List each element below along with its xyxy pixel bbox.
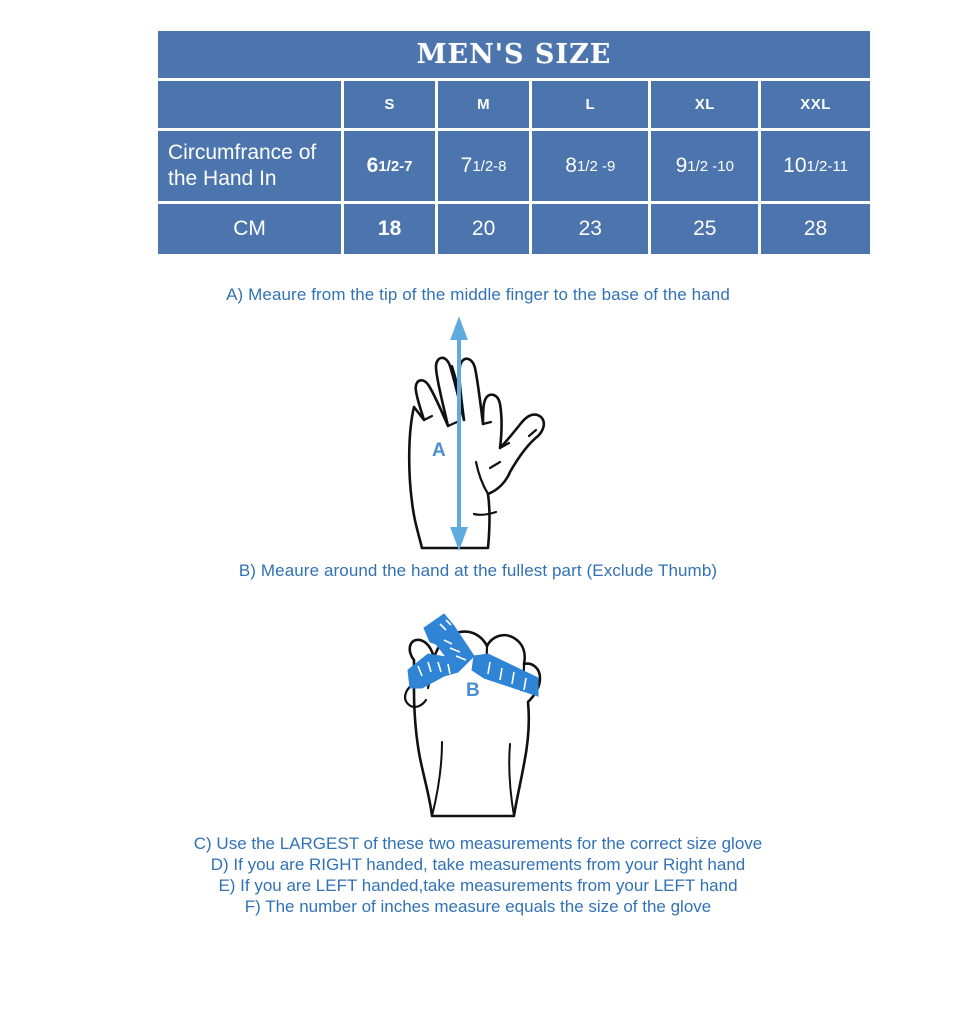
instruction-e: E) If you are LEFT handed,take measureme… [218,876,738,895]
table-title: MEN'S SIZE [158,31,870,78]
cell-inches-xl-frac: 1/2 -10 [687,158,734,175]
cell-inches-l-frac: 1/2 -9 [576,158,616,175]
table-row-cm: CM 18 20 23 25 28 [158,204,870,254]
column-header-blank [158,81,342,128]
open-hand-with-length-arrow-icon [378,312,578,555]
instructions-list: C) Use the LARGEST of these two measurem… [0,833,956,917]
column-header-xl: XL [651,81,759,128]
diagram-a-label: A [432,440,446,461]
cell-inches-m-frac: 1/2-8 [472,158,507,175]
row-label-circumference: Circumfrance of the Hand In [158,131,342,201]
instruction-c: C) Use the LARGEST of these two measurem… [193,834,763,853]
cell-inches-s-frac: 1/2-7 [378,158,413,175]
cell-inches-xl-whole: 9 [675,154,688,177]
column-header-xxl: XXL [761,81,870,128]
cell-inches-s: 61/2-7 [344,131,436,201]
column-header-l: L [532,81,649,128]
cell-inches-xxl-whole: 10 [783,154,807,177]
row-label-line1: Circumfrance of [168,140,317,164]
table-header-row: S M L XL XXL [158,81,870,128]
column-header-s: S [344,81,436,128]
column-header-m: M [438,81,530,128]
row-label-cm: CM [158,204,342,254]
cell-cm-l: 23 [532,204,649,254]
cell-cm-xxl: 28 [761,204,870,254]
instruction-d: D) If you are RIGHT handed, take measure… [210,855,746,874]
cell-inches-l-whole: 8 [565,154,577,177]
diagram-b-label: B [466,680,480,701]
cell-cm-m: 20 [438,204,530,254]
table-row-circumference-inches: Circumfrance of the Hand In 61/2-7 71/2-… [158,131,870,201]
cell-inches-s-whole: 6 [366,154,379,177]
cell-cm-xl: 25 [651,204,759,254]
caption-measure-b: B) Meaure around the hand at the fullest… [238,561,718,580]
caption-measure-a: A) Meaure from the tip of the middle fin… [226,285,730,304]
cell-inches-xxl: 101/2-11 [761,131,870,201]
row-label-line2: the Hand In [168,167,277,190]
size-chart-table: MEN'S SIZE S M L XL XXL Circumfrance of … [155,28,873,257]
cell-inches-l: 81/2 -9 [532,131,649,201]
hand-with-measuring-tape-icon [388,592,568,820]
cell-inches-xxl-frac: 1/2-11 [806,158,848,175]
instruction-f: F) The number of inches measure equals t… [244,897,712,916]
cell-inches-m: 71/2-8 [438,131,530,201]
table-title-row: MEN'S SIZE [158,31,870,78]
cell-inches-m-whole: 7 [460,154,473,177]
cell-cm-s: 18 [344,204,436,254]
cell-inches-xl: 91/2 -10 [651,131,759,201]
